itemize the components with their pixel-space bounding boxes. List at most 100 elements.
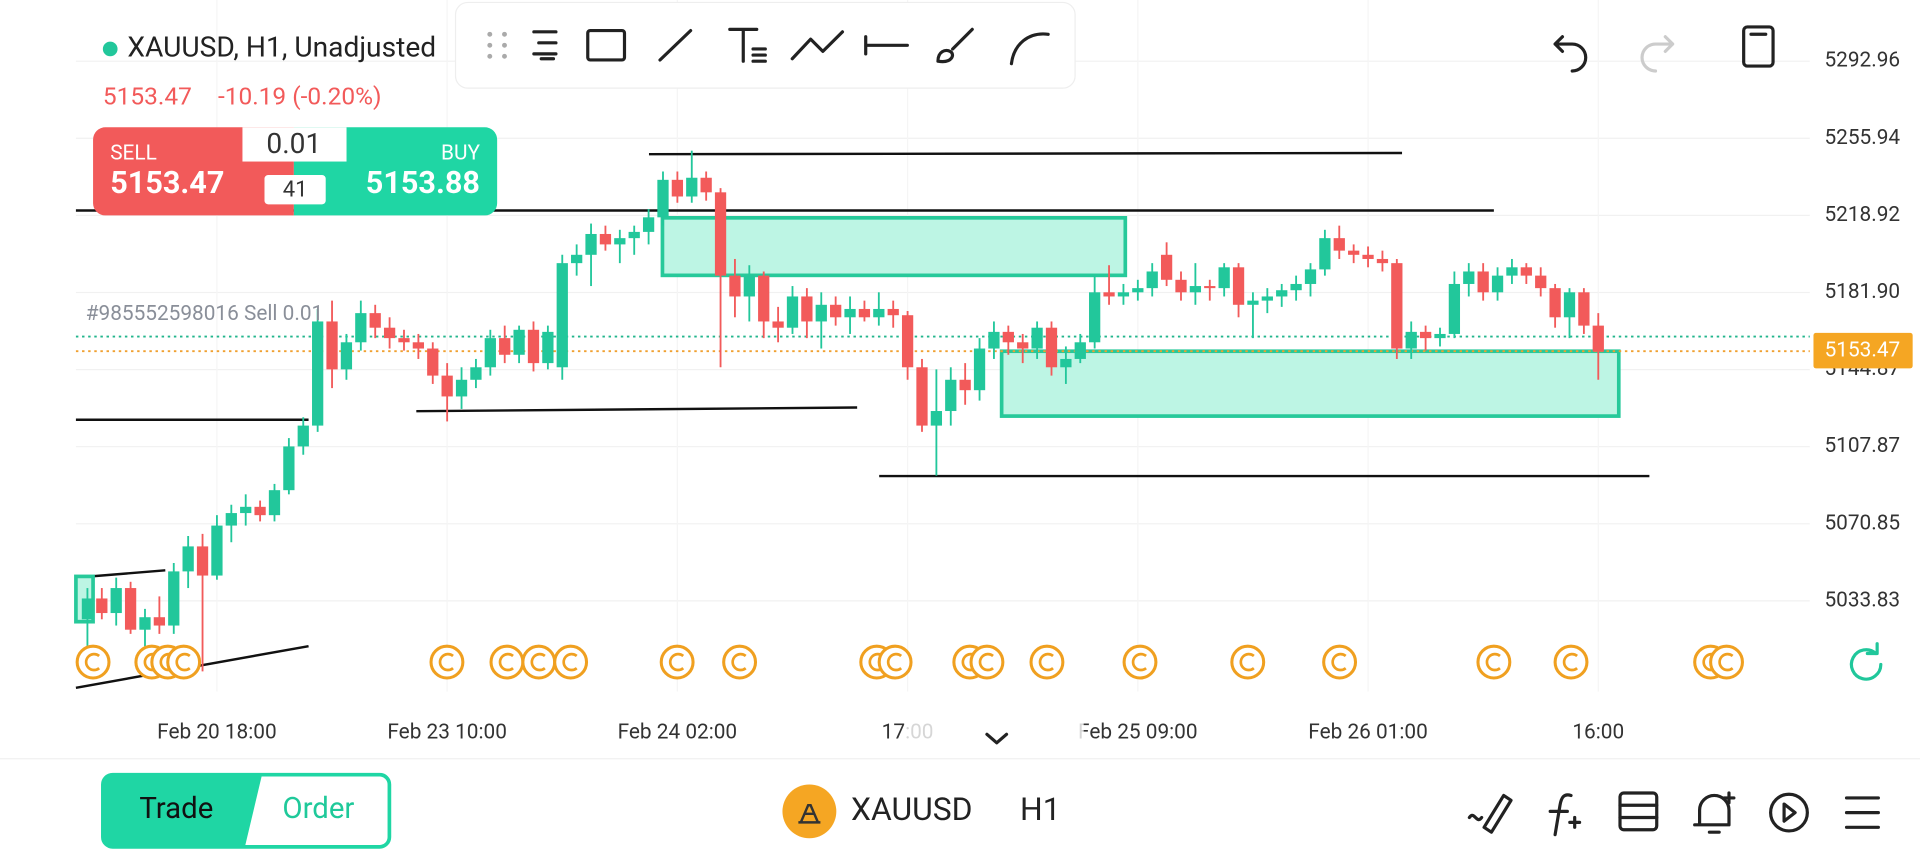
candle-body: [1002, 331, 1014, 343]
position-label: #985552598016 Sell 0.01: [86, 302, 323, 326]
footer-timeframe[interactable]: H1: [1020, 790, 1061, 828]
candle-body: [988, 331, 1000, 349]
candle-body: [1060, 358, 1072, 368]
candle-body: [887, 308, 899, 316]
volume-box[interactable]: [242, 127, 347, 162]
candle-body: [340, 342, 353, 370]
replay-icon: [1782, 802, 1797, 823]
template-detail: [1618, 803, 1659, 820]
drag-handle[interactable]: [487, 31, 507, 59]
event-marker: [553, 644, 589, 680]
event-marker: [969, 644, 1005, 680]
trade-tab[interactable]: [102, 774, 263, 847]
y-tick-label: 5070.85: [1824, 511, 1900, 535]
candle-body: [369, 313, 381, 328]
spread-box: [264, 175, 326, 205]
tool-path[interactable]: [790, 30, 845, 61]
x-tick-label: Feb 25 09:00: [1078, 721, 1198, 745]
event-marker: [1553, 644, 1589, 680]
candle-body: [196, 546, 209, 576]
event-marker-glyph: [668, 652, 685, 672]
y-tick-label: 5181.90: [1824, 280, 1900, 304]
candle-body: [1103, 292, 1115, 297]
event-marker-glyph: [1239, 652, 1255, 672]
trade-panel[interactable]: SELL 5153.47 0.01 41 BUY 5153.88: [93, 127, 498, 216]
event-marker: [1322, 644, 1358, 680]
tool-fib[interactable]: [532, 30, 558, 61]
candle-body: [772, 321, 784, 328]
tool-text[interactable]: [728, 27, 767, 63]
template-button[interactable]: [1618, 791, 1659, 832]
event-marker: [1476, 644, 1512, 680]
candle-body: [873, 308, 885, 318]
candle-body: [81, 598, 94, 620]
y-tick-label: 5218.92: [1824, 203, 1900, 227]
sell-label: SELL: [110, 142, 157, 166]
layout-button[interactable]: [1742, 25, 1775, 68]
order-tab-label[interactable]: Order: [282, 792, 354, 826]
tool-hline[interactable]: [864, 35, 909, 56]
candle-body: [1089, 292, 1101, 343]
candle-body: [585, 233, 597, 255]
event-marker-glyph: [530, 652, 546, 672]
candle-body: [470, 367, 482, 380]
candle-body: [355, 313, 367, 343]
x-tick-label: Feb 23 10:00: [387, 721, 507, 745]
drawn-zone: [660, 216, 1128, 278]
collapse-chevron[interactable]: [985, 732, 1009, 745]
candle-body: [1563, 292, 1576, 318]
x-tick-label: 16:00: [1572, 721, 1624, 745]
replay-button[interactable]: [1769, 792, 1809, 833]
candle-body: [1376, 258, 1389, 264]
candle-body: [1348, 250, 1360, 255]
footer-symbol[interactable]: XAUUSD: [851, 790, 973, 828]
draw-button[interactable]: [1467, 793, 1513, 834]
y-tick-label: 5107.87: [1824, 434, 1900, 458]
tool-brush[interactable]: [936, 27, 974, 64]
alert-button[interactable]: [1693, 791, 1736, 834]
candle-body: [1261, 296, 1273, 301]
menu-button[interactable]: [1844, 796, 1880, 829]
candle-body: [686, 177, 698, 197]
tool-rect[interactable]: [586, 29, 627, 62]
buy-price: 5153.88: [366, 166, 480, 201]
event-marker-glyph: [731, 652, 747, 672]
symbol-title: XAUUSD, H1, Unadjusted: [127, 30, 436, 63]
undo-button[interactable]: [1553, 35, 1588, 73]
candle-body: [1419, 331, 1432, 339]
reset-button[interactable]: [1849, 642, 1883, 681]
candle-body: [412, 342, 425, 349]
candle-body: [182, 546, 194, 572]
event-marker-glyph: [1718, 652, 1734, 672]
candle-body: [758, 275, 770, 322]
trade-order-toggle[interactable]: Trade Order: [101, 772, 392, 849]
candle-body: [801, 296, 813, 322]
candle-body: [1204, 286, 1216, 289]
event-marker: [166, 644, 202, 680]
event-markers: [75, 644, 1744, 680]
candle-body: [714, 192, 727, 276]
candle-body: [556, 263, 568, 368]
candle-body: [1491, 275, 1504, 293]
indicator-button[interactable]: [1548, 793, 1582, 837]
candle-body: [1045, 327, 1058, 368]
candle-body: [743, 275, 755, 297]
candle-body: [499, 338, 511, 355]
candle-body: [1319, 238, 1331, 270]
candle-body: [427, 348, 439, 376]
candle-body: [642, 217, 655, 232]
event-marker: [75, 644, 111, 680]
candle-body: [1117, 292, 1130, 297]
drawn-line: [648, 151, 1403, 156]
candle-body: [1463, 271, 1475, 284]
event-marker: [1230, 644, 1266, 680]
candle-body: [383, 327, 396, 339]
candle-body: [124, 588, 137, 630]
candle-body: [1333, 238, 1345, 251]
tool-arc[interactable]: [1009, 32, 1050, 66]
event-marker: [521, 644, 557, 680]
buy-label: BUY: [441, 142, 480, 166]
candle-body: [1535, 275, 1547, 289]
tool-line[interactable]: [658, 29, 693, 62]
redo-button[interactable]: [1640, 35, 1675, 73]
